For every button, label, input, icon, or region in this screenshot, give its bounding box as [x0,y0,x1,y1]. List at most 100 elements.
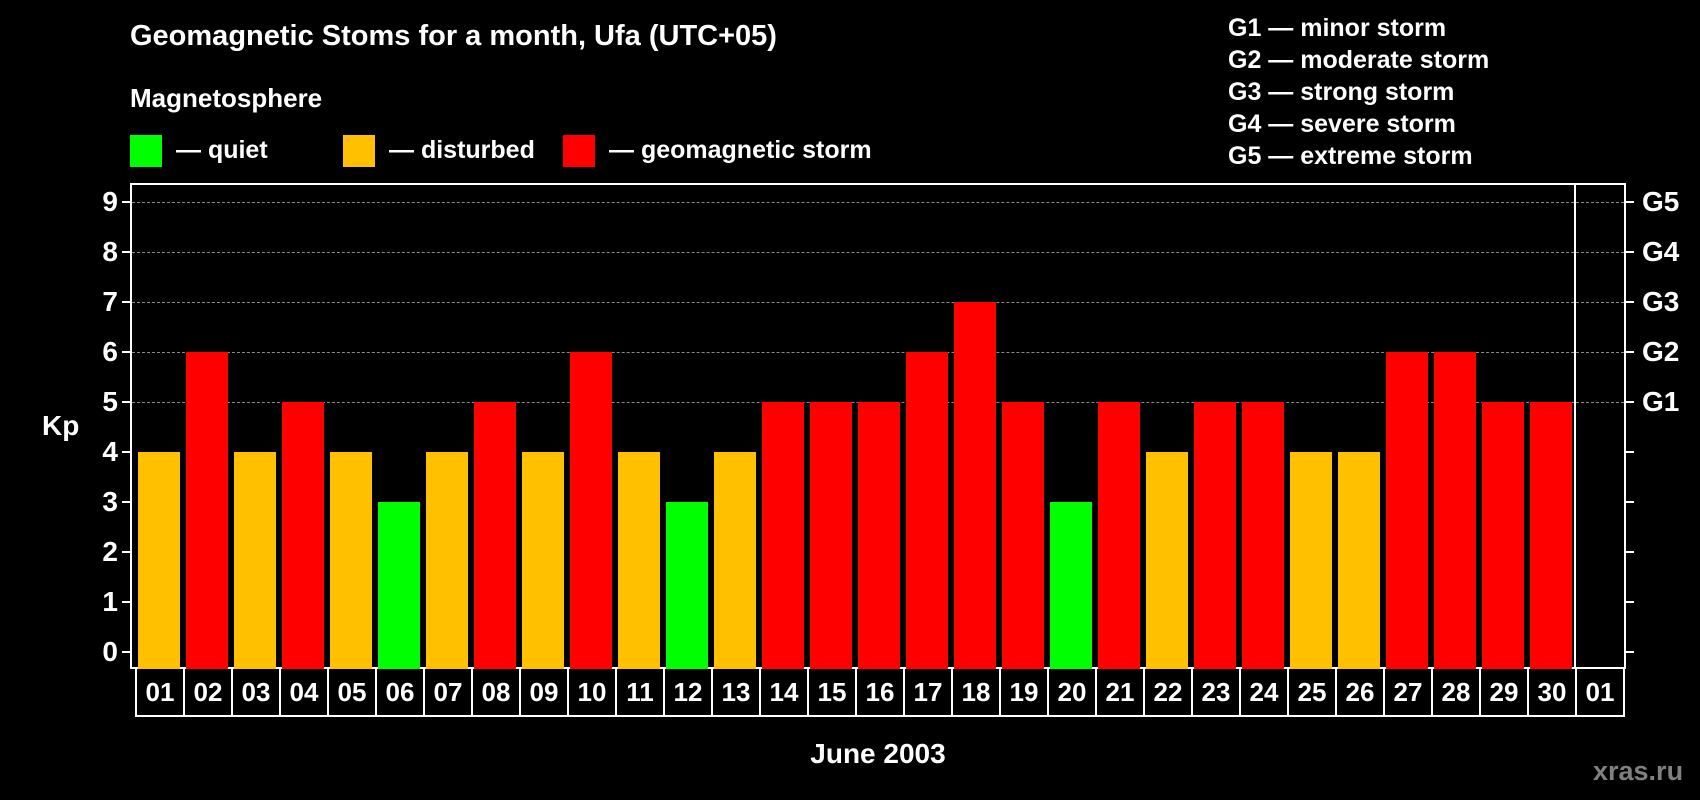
y-tick-label: 1 [102,586,118,617]
watermark: xras.ru [1593,756,1684,786]
kp-bar [426,452,468,669]
g-legend-g4: G4 — severe storm [1228,110,1456,138]
y-tick [122,301,130,303]
day-label: 04 [281,669,329,715]
day-label: 22 [1145,669,1193,715]
kp-bar [1434,352,1476,669]
kp-bar [282,402,324,669]
day-label: 28 [1433,669,1481,715]
g-legend-g1: G1 — minor storm [1228,14,1447,42]
day-label: 01 [1577,669,1625,715]
kp-bar [714,452,756,669]
day-label: 17 [905,669,953,715]
y-tick-label: 0 [102,636,118,667]
kp-bar [1242,402,1284,669]
y-tick-label: 3 [102,486,118,517]
kp-bar [954,302,996,669]
y-tick-label: 6 [102,336,118,367]
day-label: 14 [761,669,809,715]
kp-bar [810,402,852,669]
kp-bar [1338,452,1380,669]
day-label: 06 [377,669,425,715]
y-tick [122,601,130,603]
y-tick-label: 8 [102,236,118,267]
g-level-label: G5 [1642,186,1680,217]
y-tick [122,201,130,203]
y-tick [122,451,130,453]
kp-bar [522,452,564,669]
day-label: 07 [425,669,473,715]
kp-bar [906,352,948,669]
day-label: 10 [569,669,617,715]
y-axis-label: Kp [42,410,80,441]
g-legend-g5: G5 — extreme storm [1228,142,1473,170]
y-tick [122,251,130,253]
kp-bar [762,402,804,669]
g-legend-g3: G3 — strong storm [1228,78,1455,106]
disturbed-swatch-icon [343,135,375,167]
kp-bar [1530,402,1572,669]
quiet-swatch-icon [130,135,162,167]
kp-bar [474,402,516,669]
kp-bar [666,502,708,669]
day-label: 19 [1001,669,1049,715]
right-tick [1626,201,1634,203]
kp-bar [378,502,420,669]
day-label: 09 [521,669,569,715]
right-tick [1626,251,1634,253]
kp-bar [1290,452,1332,669]
right-tick [1626,301,1634,303]
kp-bar [186,352,228,669]
day-label: 23 [1193,669,1241,715]
right-tick [1626,601,1634,603]
legend-item-storm: — geomagnetic storm [563,135,872,167]
gridline [132,352,1624,353]
day-label: 25 [1289,669,1337,715]
day-label: 11 [617,669,665,715]
g-level-label: G4 [1642,236,1680,267]
y-tick-label: 2 [102,536,118,567]
kp-bar [1386,352,1428,669]
storm-swatch-icon [563,135,595,167]
legend-label: — quiet [176,135,268,164]
kp-bar [570,352,612,669]
right-tick [1626,651,1634,653]
gridline [132,302,1624,303]
legend-item-quiet: — quiet [130,135,268,167]
kp-bar [1002,402,1044,669]
day-label: 08 [473,669,521,715]
y-tick-label: 5 [102,386,118,417]
y-tick [122,551,130,553]
day-label: 29 [1481,669,1529,715]
day-label: 26 [1337,669,1385,715]
day-label: 21 [1097,669,1145,715]
day-label: 13 [713,669,761,715]
day-label: 05 [329,669,377,715]
day-label: 02 [185,669,233,715]
day-label: 20 [1049,669,1097,715]
kp-bar [138,452,180,669]
g-scale-legend: G1 — minor storm G2 — moderate storm G3 … [1228,12,1489,172]
day-label: 15 [809,669,857,715]
day-label: 18 [953,669,1001,715]
kp-bar [618,452,660,669]
legend-item-disturbed: — disturbed [343,135,535,167]
legend-label: — disturbed [389,135,535,164]
gridline [132,202,1624,203]
kp-bar [234,452,276,669]
day-label: 27 [1385,669,1433,715]
y-tick-label: 4 [102,436,118,467]
kp-bar [1050,502,1092,669]
gridline [132,252,1624,253]
right-tick [1626,451,1634,453]
day-label: 12 [665,669,713,715]
kp-bar [1146,452,1188,669]
day-label: 24 [1241,669,1289,715]
y-tick [122,351,130,353]
right-tick [1626,401,1634,403]
day-label: 16 [857,669,905,715]
legend-label: — geomagnetic storm [609,135,872,164]
kp-bar [1194,402,1236,669]
right-tick [1626,551,1634,553]
g-level-label: G2 [1642,336,1680,367]
